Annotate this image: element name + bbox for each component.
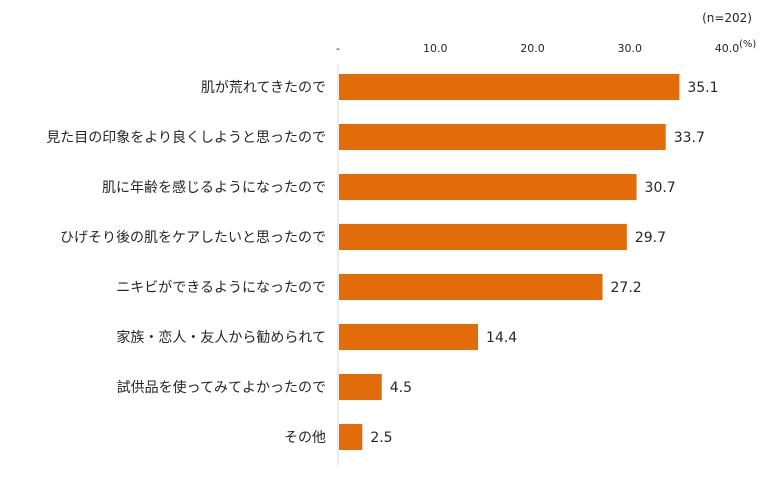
x-tick-label: 30.0	[618, 42, 643, 55]
category-label: 試供品を使ってみてよかったので	[117, 379, 326, 396]
value-label: 4.5	[390, 380, 412, 396]
value-label: 35.1	[687, 80, 718, 96]
value-label: 2.5	[370, 430, 392, 446]
x-axis-ticks: - 10.0 20.0 30.0 40.0	[336, 42, 739, 55]
category-label: 見た目の印象をより良くしようと思ったので	[46, 130, 326, 146]
value-label: 29.7	[635, 230, 666, 246]
bar	[339, 124, 666, 150]
category-label: ニキビができるようになったので	[116, 280, 326, 296]
category-label: その他	[284, 430, 326, 446]
value-label: 27.2	[611, 280, 642, 296]
bar	[339, 274, 603, 300]
x-tick-label: 20.0	[520, 42, 545, 55]
bar	[339, 324, 479, 350]
value-label: 33.7	[674, 130, 705, 146]
category-label: ひげそり後の肌をケアしたいと思ったので	[60, 230, 326, 246]
sample-size-label: (n=202)	[702, 11, 752, 25]
value-label: 30.7	[645, 180, 676, 196]
bar	[339, 424, 363, 450]
category-label: 家族・恋人・友人から勧められて	[116, 329, 326, 346]
bar	[339, 74, 680, 100]
x-tick-label: -	[336, 42, 340, 55]
bar	[339, 224, 627, 250]
category-label: 肌が荒れてきたので	[201, 80, 326, 96]
unit-label: (%)	[739, 39, 756, 50]
x-tick-label: 40.0	[715, 42, 740, 55]
bar	[339, 374, 382, 400]
category-label: 肌に年齢を感じるようになったので	[102, 179, 326, 196]
bars-group: 肌が荒れてきたので 35.1 見た目の印象をより良くしようと思ったので 33.7 肌に年…	[46, 74, 719, 450]
value-label: 14.4	[486, 330, 517, 346]
bar	[339, 174, 637, 200]
x-tick-label: 10.0	[423, 42, 448, 55]
